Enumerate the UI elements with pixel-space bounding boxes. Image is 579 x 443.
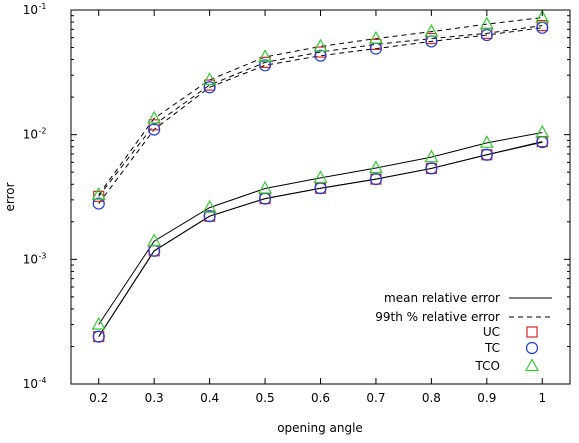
series-line [98,17,543,195]
triangle-marker [91,186,106,200]
tick-layer: 0.2 0.3 0.4 0.5 0.6 0.7 0.8 0.9 110-410-310 -210-… [23,2,570,405]
series-uc-p99 [98,25,543,197]
x-tick-label: 0.3 [145,391,164,405]
triangle-marker [313,170,328,183]
legend-item: TC [484,341,539,355]
x-tick-label: 0.5 [256,391,275,405]
series-line [98,25,543,197]
triangle-marker [258,180,273,194]
series-tco-p99 [98,17,543,195]
square-marker [370,38,382,50]
y-axis-title: error [3,182,17,211]
triangle-marker [91,316,106,330]
triangle-marker [479,16,494,30]
x-tick-label: 0.9 [477,391,496,405]
triangle-marker [524,358,540,372]
legend-label: 99th % relative error [375,310,500,324]
legend-item: TCO [475,358,540,373]
circle-marker [480,28,493,42]
triangle-marker [368,160,383,174]
triangle-marker [313,38,328,52]
triangle-marker [424,23,439,37]
series-tco-mean [98,132,543,325]
series-layer [91,9,550,343]
markers-tc-p99 [92,21,549,210]
circle-marker [92,197,105,210]
legend-label: TC [484,341,500,355]
triangle-marker [479,135,494,148]
triangle-marker [147,233,162,247]
legend-label: mean relative error [384,291,500,305]
markers-tco-mean [91,124,550,330]
series-line [98,141,543,337]
markers-tco-p99 [91,9,550,200]
y-tick-label: 10 [23,128,38,142]
y-tick-exponent: -4 [39,376,47,385]
legend-label: TCO [475,359,500,373]
series-tc-p99 [98,27,543,204]
x-tick-label: 1 [538,391,546,405]
triangle-marker [258,49,273,63]
circle-marker [148,123,161,136]
legend-item: 99th % relative error [375,310,552,324]
series-tc-mean [98,141,543,337]
legend-item: UC [483,325,538,339]
legend: mean relative error 99th % relative error… [375,291,552,373]
x-tick-label: 0.4 [200,391,219,405]
circle-marker [258,59,272,72]
triangle-marker [368,30,383,44]
x-tick-label: 0.6 [311,391,330,405]
square-marker [526,326,538,338]
triangle-marker [535,9,550,23]
x-tick-label: 0.8 [422,391,441,405]
y-tick-label: 10 [23,377,38,391]
circle-marker [92,330,105,343]
square-marker [148,119,160,131]
circle-marker [425,162,438,175]
circle-marker [203,81,216,94]
y-tick-label: 10 [23,252,38,266]
triangle-marker [147,110,162,124]
legend-label: UC [483,325,500,339]
triangle-marker [202,72,217,85]
square-marker [314,46,327,58]
y-tick-exponent: -1 [39,2,47,11]
series-line [98,27,543,204]
circle-marker [525,341,539,355]
triangle-marker [535,124,550,138]
x-tick-label: 0.2 [89,391,108,405]
y-tick-label: 10 [23,3,38,17]
markers-uc-p99 [93,19,548,202]
circle-marker [369,173,383,186]
y-tick-exponent: -2 [39,127,47,136]
y-tick-exponent: -3 [39,251,47,260]
series-line [98,132,543,325]
circle-marker [314,49,327,62]
plot-area: 0.2 0.3 0.4 0.5 0.6 0.7 0.8 0.9 110-410-310 -210-… [23,2,571,405]
x-tick-label: 0.7 [366,391,385,405]
triangle-marker [424,149,439,163]
circle-marker [536,21,549,34]
x-axis-title: opening angle [277,421,363,435]
circle-marker [203,210,216,223]
legend-item: mean relative error [384,291,552,305]
circle-marker [480,148,493,161]
triangle-marker [202,199,217,213]
